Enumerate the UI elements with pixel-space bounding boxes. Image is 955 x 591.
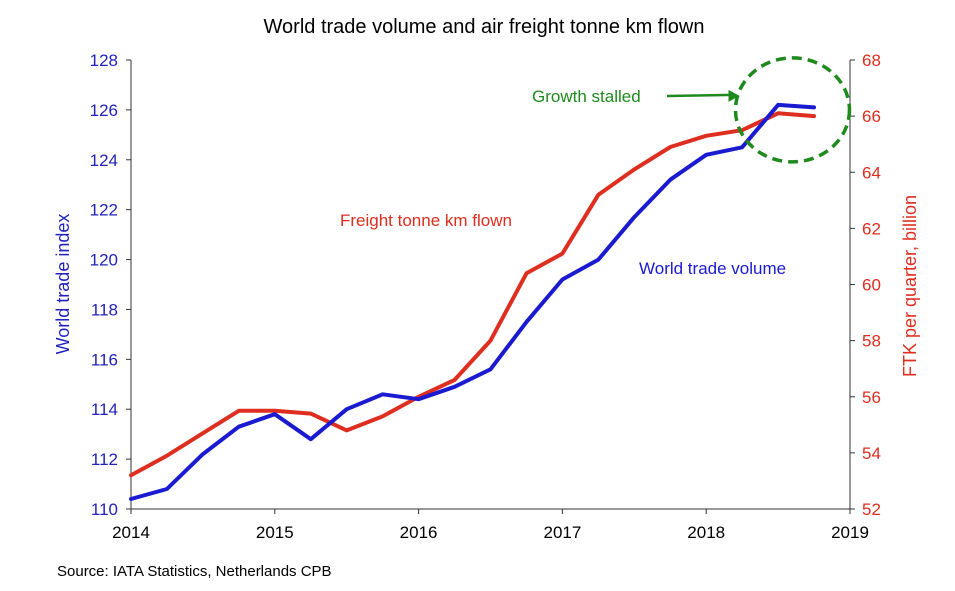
axes — [130, 60, 851, 510]
left-tick-label: 116 — [91, 350, 118, 369]
right-tick-label: 66 — [862, 107, 881, 126]
annotation-text: Growth stalled — [532, 87, 641, 106]
x-tick-label: 2016 — [400, 523, 438, 542]
x-tick-label: 2017 — [543, 523, 581, 542]
right-tick-label: 60 — [862, 276, 881, 295]
series-lines — [129, 102, 816, 501]
x-tick-label: 2018 — [687, 523, 725, 542]
series-label-trade: World trade volume — [639, 259, 786, 278]
series-label-freight: Freight tonne km flown — [340, 211, 512, 230]
left-tick-label: 114 — [91, 400, 118, 419]
left-tick-label: 126 — [90, 101, 118, 120]
x-axis-ticks: 2014 2015 2016 2017 2018 2019 — [112, 509, 869, 542]
right-axis-ticks: 52 54 56 58 60 62 64 66 68 — [850, 51, 881, 519]
left-tick-label: 124 — [90, 151, 118, 170]
left-tick-label: 110 — [91, 500, 118, 519]
left-axis-ticks: 110 112 114 116 118 120 122 124 126 128 — [90, 51, 131, 519]
x-tick-label: 2015 — [256, 523, 294, 542]
right-tick-label: 56 — [862, 388, 881, 407]
right-tick-label: 64 — [862, 163, 881, 182]
chart-title: World trade volume and air freight tonne… — [264, 16, 705, 38]
left-tick-label: 112 — [91, 450, 118, 469]
right-tick-label: 68 — [862, 51, 881, 70]
x-tick-label: 2019 — [831, 523, 869, 542]
series-line-freight — [129, 111, 816, 478]
annotation-circle — [733, 56, 852, 164]
series-line-trade — [129, 102, 816, 501]
left-tick-label: 120 — [90, 251, 118, 270]
annotation-arrow-head — [728, 89, 740, 102]
right-tick-label: 54 — [862, 444, 881, 463]
right-tick-label: 62 — [862, 219, 881, 238]
left-tick-label: 118 — [91, 300, 118, 319]
annotation: Growth stalled — [532, 56, 852, 164]
right-tick-label: 58 — [862, 332, 881, 351]
left-tick-label: 128 — [90, 51, 118, 70]
right-axis-label: FTK per quarter, billion — [900, 195, 920, 377]
source-note: Source: IATA Statistics, Netherlands CPB — [57, 563, 332, 580]
left-axis-label: World trade index — [53, 214, 73, 355]
left-tick-label: 122 — [90, 201, 118, 220]
annotation-arrow-shaft — [666, 93, 734, 98]
x-tick-label: 2014 — [112, 523, 150, 542]
right-tick-label: 52 — [862, 500, 881, 519]
